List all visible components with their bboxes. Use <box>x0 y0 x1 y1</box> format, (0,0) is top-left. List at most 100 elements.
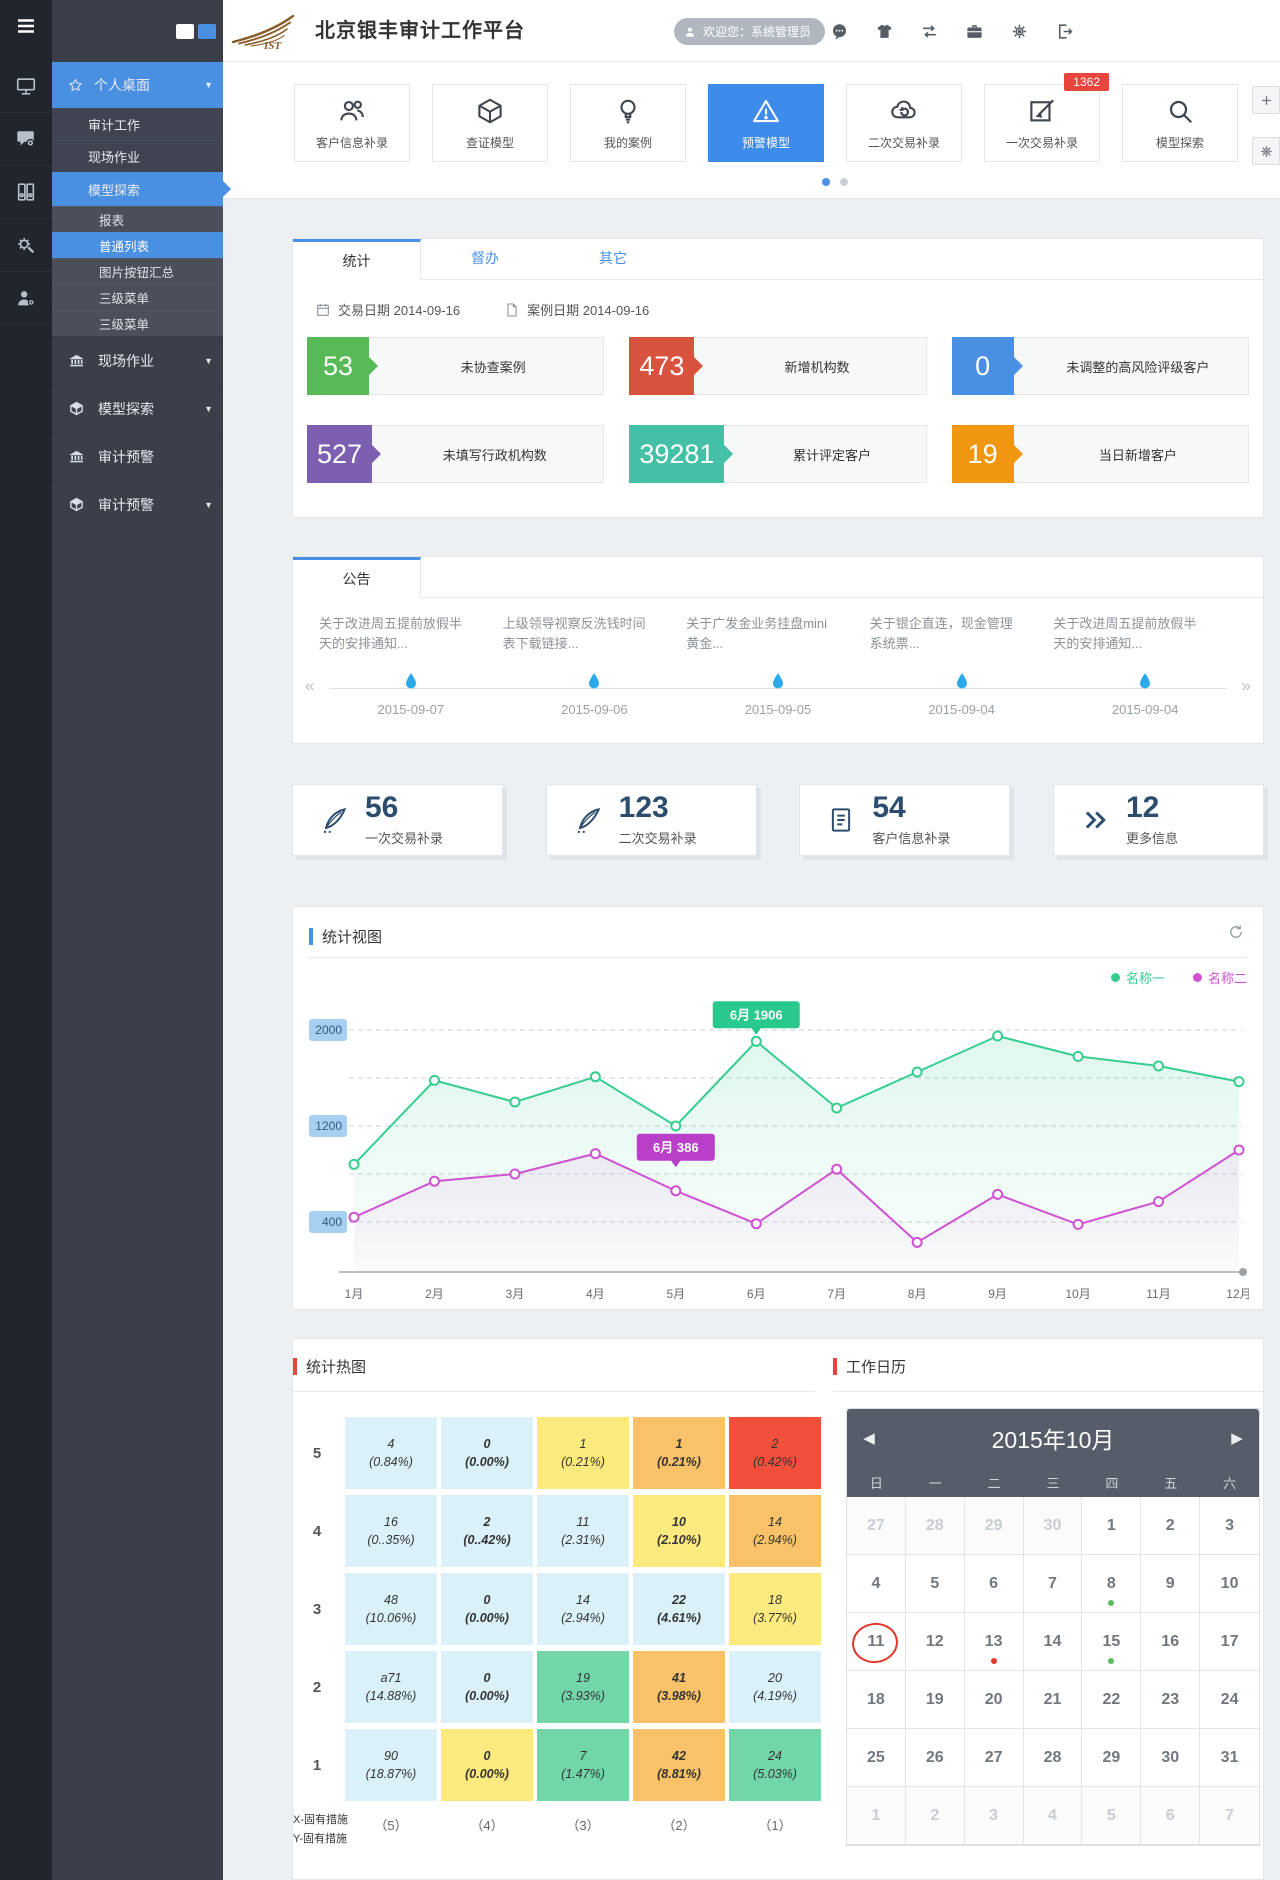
briefcase-icon[interactable] <box>965 22 984 41</box>
sidebar-item-common-list[interactable]: 普通列表 <box>52 232 223 258</box>
refresh-icon[interactable] <box>1227 923 1245 941</box>
tile-verify-model[interactable]: 查证模型 <box>432 84 548 162</box>
sidebar-item-model-explore[interactable]: 模型探索 <box>52 172 231 206</box>
tab-announcements[interactable]: 公告 <box>293 557 421 598</box>
announcement-text[interactable]: 关于银企直连，现金管理系统票... <box>869 616 1013 652</box>
tshirt-icon[interactable] <box>875 22 894 41</box>
calendar-day[interactable]: 2 <box>905 1787 965 1845</box>
rail-item-archive[interactable] <box>0 166 52 219</box>
calendar-day[interactable]: 25 <box>847 1729 906 1787</box>
stat-card[interactable]: 527 未填写行政机构数 <box>307 425 605 483</box>
calendar-day[interactable]: 16 <box>1141 1613 1201 1671</box>
tile-first-trade[interactable]: 1362 一次交易补录 <box>984 73 1109 162</box>
sidebar-item-personal-desktop[interactable]: 个人桌面 ▼ <box>52 62 223 108</box>
calendar-day[interactable]: 21 <box>1023 1671 1083 1729</box>
calendar-day[interactable]: 10 <box>1200 1555 1259 1613</box>
stat-card[interactable]: 53 未协查案例 <box>307 337 605 395</box>
legend-item[interactable]: 名称二 <box>1192 968 1247 987</box>
sidebar-item-audit-work[interactable]: 审计工作 <box>52 108 223 140</box>
announcement-text[interactable]: 关于改进周五提前放假半天的安排通知... <box>1053 616 1197 652</box>
rail-item-hamburger[interactable] <box>0 0 52 52</box>
tile-customer-info[interactable]: 客户信息补录 <box>294 84 410 162</box>
calendar-day[interactable]: 30 <box>1141 1729 1201 1787</box>
calendar-day[interactable]: 4 <box>1023 1787 1083 1845</box>
calendar-day[interactable]: 22 <box>1082 1671 1142 1729</box>
sidebar-item-model-explore-group[interactable]: 模型探索 ▼ <box>52 384 223 432</box>
calendar-day[interactable]: 9 <box>1141 1555 1201 1613</box>
calendar-day[interactable]: 6 <box>964 1555 1024 1613</box>
welcome-pill[interactable]: 欢迎您：系统管理员 <box>674 18 826 45</box>
calendar-day[interactable]: 15 <box>1082 1613 1142 1671</box>
grip-button[interactable] <box>176 24 194 39</box>
metric-card[interactable]: 12 更多信息 <box>1052 784 1264 856</box>
calendar-day[interactable]: 14 <box>1023 1613 1083 1671</box>
timeline-prev-arrow[interactable]: « <box>305 676 315 695</box>
calendar-next-button[interactable]: ▶ <box>1231 1430 1243 1447</box>
calendar-day[interactable]: 30 <box>1023 1497 1083 1555</box>
tab-其它[interactable]: 其它 <box>599 250 627 266</box>
calendar-day[interactable]: 29 <box>964 1497 1024 1555</box>
tile-warning-model[interactable]: 预警模型 <box>708 84 824 162</box>
calendar-day[interactable]: 6 <box>1141 1787 1201 1845</box>
chat-icon[interactable] <box>830 22 849 41</box>
announcement-text[interactable]: 上级领导视察反洗钱时间表下载链接... <box>502 616 646 652</box>
calendar-day[interactable]: 27 <box>847 1497 906 1555</box>
sidebar-item-field-work-group[interactable]: 现场作业 ▼ <box>52 336 223 384</box>
add-button[interactable] <box>1252 86 1280 114</box>
stat-card[interactable]: 473 新增机构数 <box>629 337 927 395</box>
calendar-day[interactable]: 2 <box>1141 1497 1201 1555</box>
calendar-day[interactable]: 5 <box>905 1555 965 1613</box>
rail-item-tools[interactable] <box>0 219 52 272</box>
metric-card[interactable]: 54 客户信息补录 <box>799 784 1011 856</box>
tile-my-cases[interactable]: 我的案例 <box>570 84 686 162</box>
calendar-prev-button[interactable]: ◀ <box>863 1430 875 1447</box>
pager-dot[interactable] <box>822 178 830 186</box>
calendar-day[interactable]: 3 <box>964 1787 1024 1845</box>
calendar-day[interactable]: 26 <box>905 1729 965 1787</box>
calendar-day[interactable]: 12 <box>905 1613 965 1671</box>
settings-button[interactable] <box>1252 137 1280 165</box>
calendar-day[interactable]: 1 <box>1082 1497 1142 1555</box>
legend-item[interactable]: 名称一 <box>1110 968 1165 987</box>
metric-card[interactable]: 123 二次交易补录 <box>545 784 757 856</box>
calendar-day[interactable]: 23 <box>1141 1671 1201 1729</box>
logout-icon[interactable] <box>1055 22 1074 41</box>
calendar-day[interactable]: 1 <box>847 1787 906 1845</box>
sidebar-item-image-button-summary[interactable]: 图片按钮汇总 <box>52 258 223 284</box>
rail-item-chat-settings[interactable] <box>0 113 52 166</box>
calendar-day[interactable]: 13 <box>964 1613 1024 1671</box>
calendar-day[interactable]: 8 <box>1082 1555 1142 1613</box>
calendar-day[interactable]: 28 <box>905 1497 965 1555</box>
announcement-text[interactable]: 关于广发金业务挂盘mini黄金... <box>686 616 828 652</box>
rail-item-user-settings[interactable] <box>0 272 52 325</box>
tab-统计[interactable]: 统计 <box>293 239 421 280</box>
calendar-day[interactable]: 7 <box>1023 1555 1083 1613</box>
calendar-day[interactable]: 31 <box>1200 1729 1259 1787</box>
calendar-day[interactable]: 5 <box>1082 1787 1142 1845</box>
gear-icon[interactable] <box>1010 22 1029 41</box>
calendar-day[interactable]: 29 <box>1082 1729 1142 1787</box>
tab-督办[interactable]: 督办 <box>471 250 499 266</box>
calendar-day[interactable]: 18 <box>847 1671 906 1729</box>
calendar-day[interactable]: 17 <box>1200 1613 1259 1671</box>
stat-card[interactable]: 19 当日新增客户 <box>951 425 1249 483</box>
sidebar-item-audit-warning-1[interactable]: 审计预警 <box>52 432 223 480</box>
calendar-day[interactable]: 28 <box>1023 1729 1083 1787</box>
sidebar-item-report[interactable]: 报表 <box>52 206 223 232</box>
timeline-next-arrow[interactable]: » <box>1241 676 1251 695</box>
calendar-day[interactable]: 7 <box>1200 1787 1259 1845</box>
pager-dot[interactable] <box>840 178 848 186</box>
stat-card[interactable]: 39281 累计评定客户 <box>629 425 927 483</box>
calendar-day[interactable]: 27 <box>964 1729 1024 1787</box>
stat-card[interactable]: 0 未调整的高风险评级客户 <box>951 337 1249 395</box>
calendar-day[interactable]: 24 <box>1200 1671 1259 1729</box>
calendar-day[interactable]: 4 <box>847 1555 906 1613</box>
sidebar-item-audit-warning-2[interactable]: 审计预警 ▼ <box>52 480 223 528</box>
sidebar-item-third-menu-1[interactable]: 三级菜单 <box>52 284 223 310</box>
tile-model-search[interactable]: 模型探索 <box>1122 84 1238 162</box>
sidebar-item-third-menu-2[interactable]: 三级菜单 <box>52 310 223 336</box>
lock-button[interactable] <box>198 24 216 39</box>
calendar-day[interactable]: 19 <box>905 1671 965 1729</box>
calendar-day[interactable]: 11 <box>847 1613 906 1671</box>
announcement-text[interactable]: 关于改进周五提前放假半天的安排通知... <box>319 616 463 652</box>
